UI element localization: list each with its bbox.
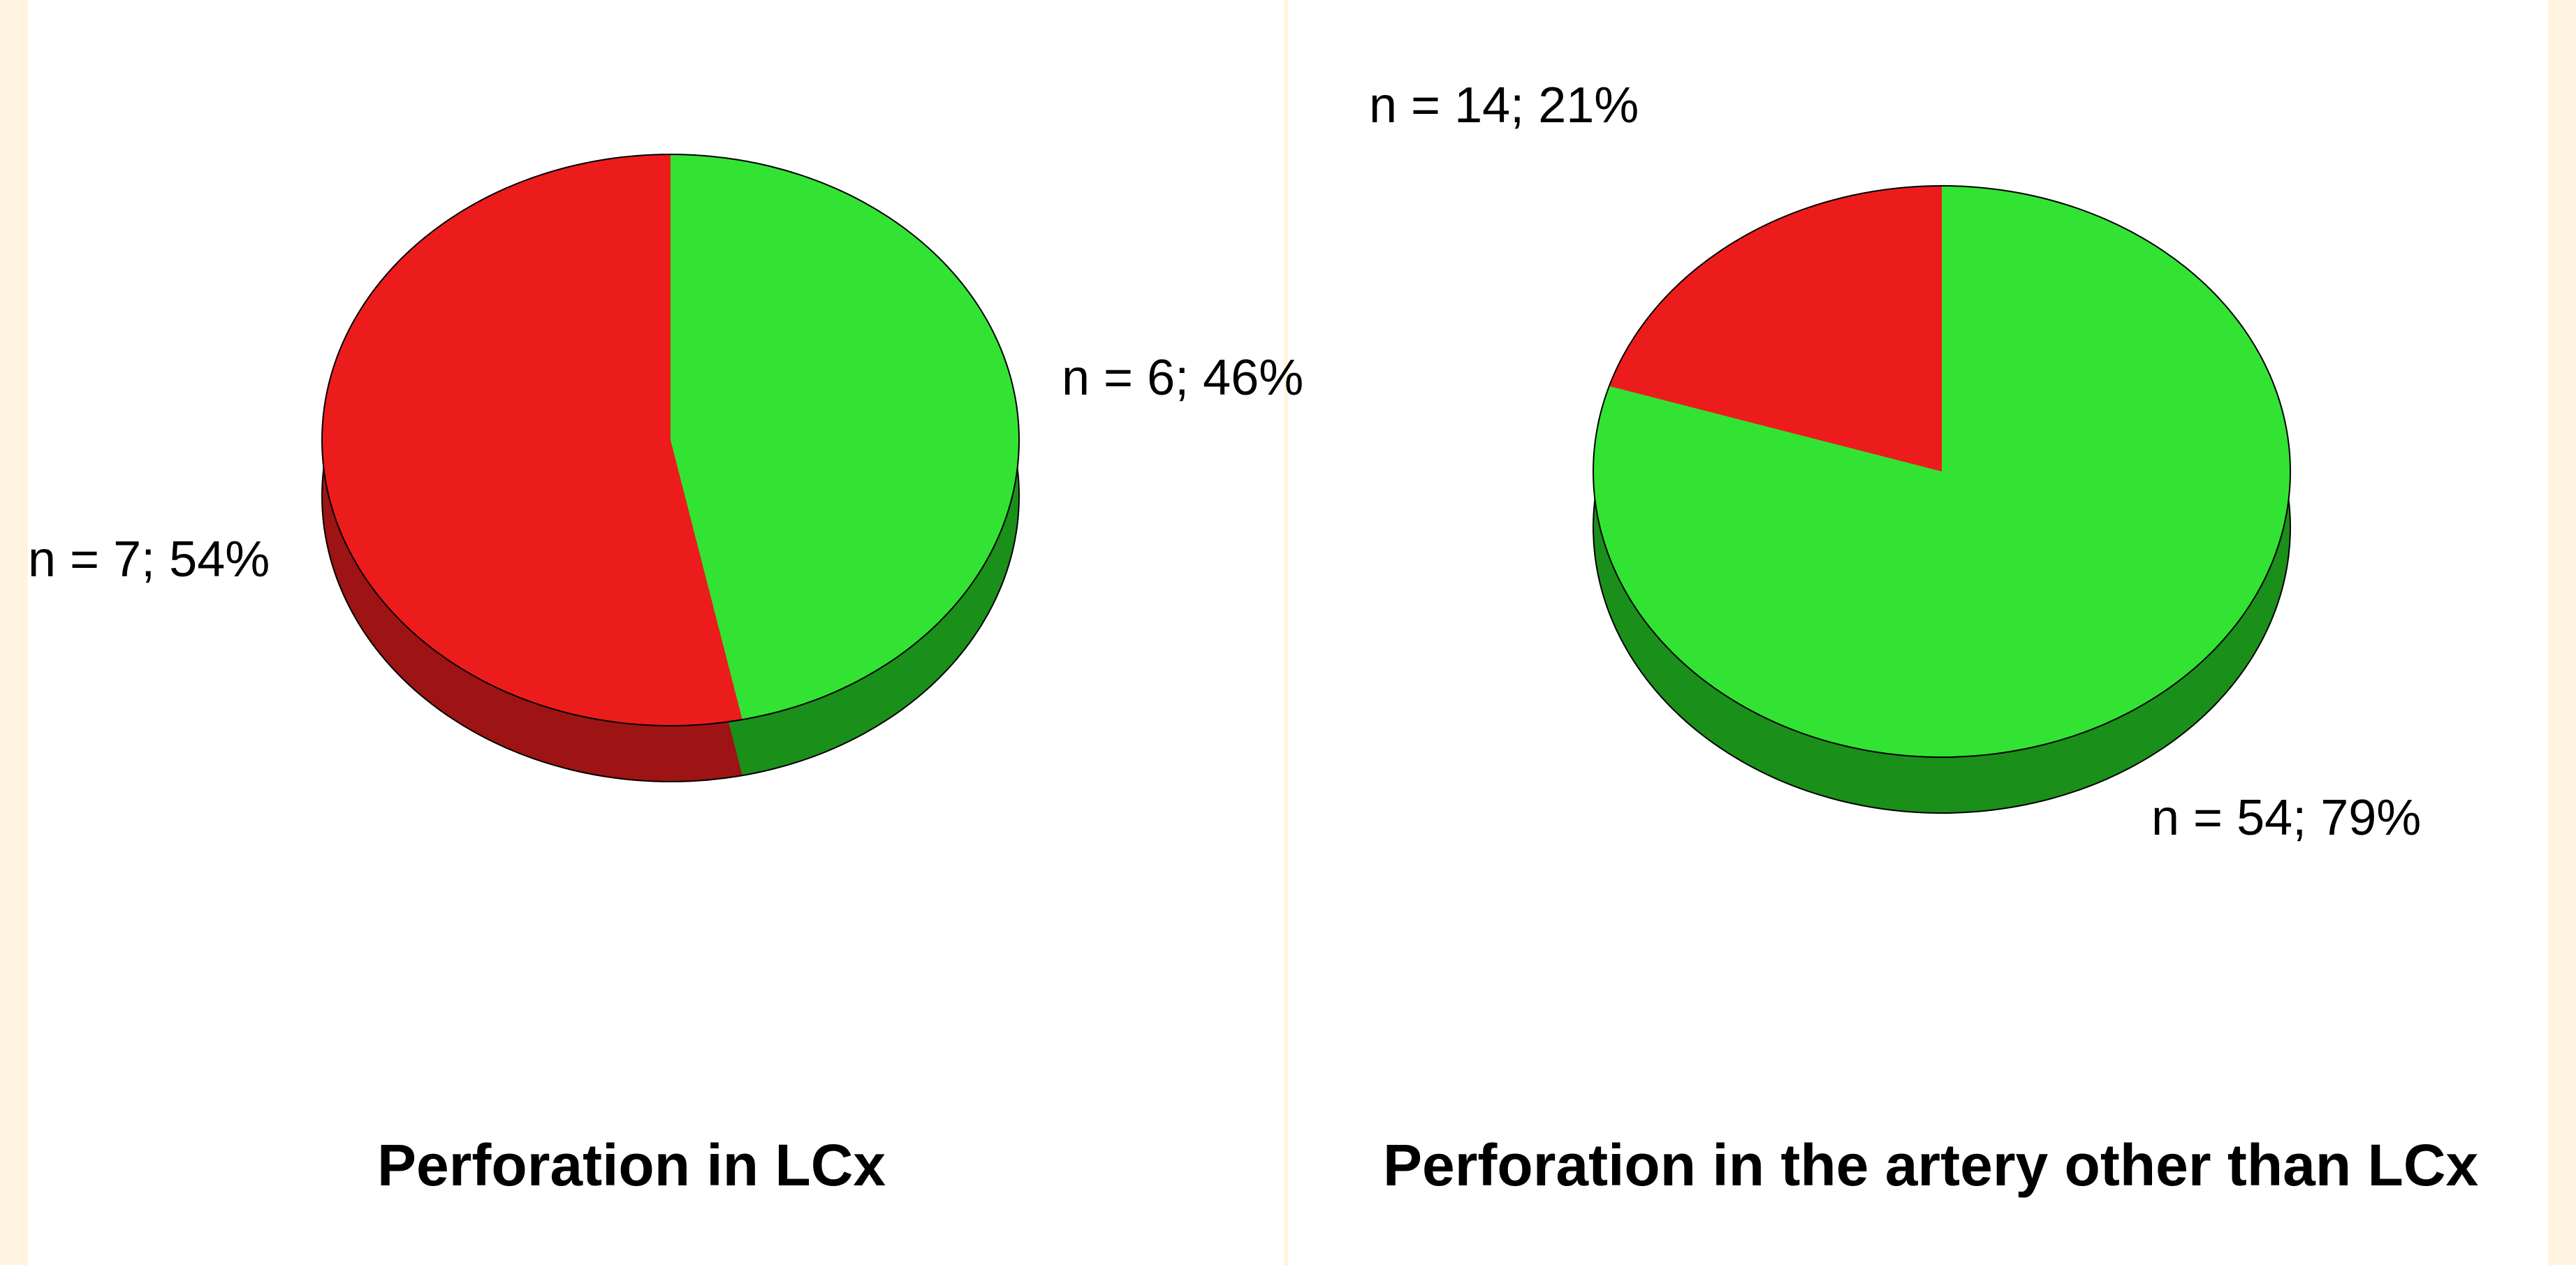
pie-top-other: [1593, 185, 2291, 758]
caption-other: Perforation in the artery other than LCx: [1383, 1132, 2478, 1199]
slice-label-other-green: n = 54; 79%: [2151, 789, 2421, 847]
chart-panel-other: n = 54; 79% n = 14; 21% Perforation in t…: [1288, 0, 2576, 1265]
figure-canvas: n = 6; 46% n = 7; 54% Perforation in LCx…: [0, 0, 2576, 1265]
slice-label-other-red: n = 14; 21%: [1369, 77, 1639, 134]
pie-chart-lcx: [321, 154, 1020, 782]
chart-panel-lcx: n = 6; 46% n = 7; 54% Perforation in LCx: [0, 0, 1288, 1265]
slice-label-lcx-red: n = 7; 54%: [28, 531, 270, 588]
pie-top-lcx: [321, 154, 1020, 726]
slice-label-lcx-green: n = 6; 46%: [1062, 349, 1303, 407]
pie-chart-other: [1593, 185, 2291, 814]
caption-lcx: Perforation in LCx: [377, 1132, 886, 1199]
